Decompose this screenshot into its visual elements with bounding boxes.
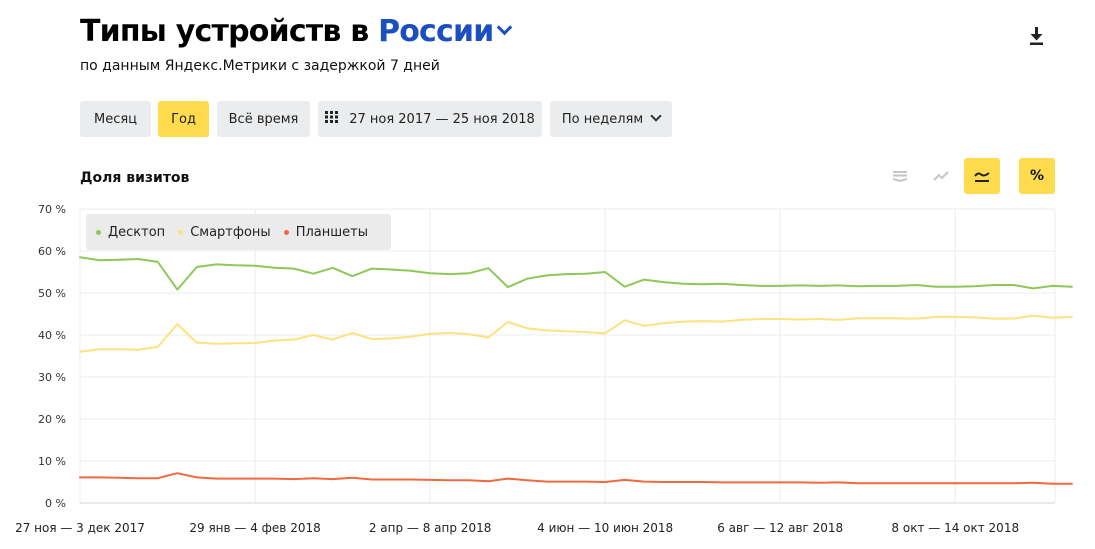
x-tick-label: 2 апр — 8 апр 2018 — [369, 521, 492, 535]
x-tick-label: 27 ноя — 3 дек 2017 — [15, 521, 145, 535]
period-month-button[interactable]: Месяц — [80, 101, 151, 137]
period-all-button[interactable]: Всё время — [217, 101, 310, 137]
legend-dot-smartphones — [178, 229, 184, 235]
chevron-down-icon — [650, 110, 662, 122]
calendar-icon — [325, 111, 339, 127]
chart-legend: Десктоп Смартфоны Планшеты — [86, 214, 391, 250]
grouping-label: По неделям — [561, 111, 644, 127]
smooth-line-icon — [974, 172, 990, 182]
y-tick-label: 40 % — [38, 329, 66, 342]
legend-dot-desktop — [96, 229, 101, 235]
x-tick-label: 8 окт — 14 окт 2018 — [891, 521, 1019, 535]
metric-label: Доля визитов — [80, 170, 190, 186]
region-selector[interactable]: России — [378, 14, 513, 49]
legend-label-desktop: Десктоп — [108, 224, 166, 240]
x-tick-label: 6 авг — 12 авг 2018 — [717, 521, 843, 535]
y-tick-label: 0 % — [45, 497, 66, 510]
stacked-area-icon — [892, 171, 908, 183]
legend-dot-tablets — [283, 229, 289, 235]
y-tick-label: 70 % — [38, 203, 66, 216]
legend-label-smartphones: Смартфоны — [190, 224, 271, 240]
percent-mode-button[interactable]: % — [1019, 158, 1055, 194]
page-subtitle: по данным Яндекс.Метрики с задержкой 7 д… — [80, 58, 440, 74]
grouping-select[interactable]: По неделям — [550, 101, 672, 137]
stacked-area-mode-button[interactable] — [882, 158, 918, 194]
legend-item-desktop[interactable]: Десктоп — [96, 225, 165, 240]
period-month-label: Месяц — [93, 111, 138, 127]
series-line-0 — [79, 256, 1073, 291]
smooth-line-mode-button[interactable] — [964, 158, 1000, 194]
legend-item-tablets[interactable]: Планшеты — [283, 224, 368, 240]
period-year-label: Год — [171, 111, 196, 127]
region-name: России — [378, 14, 494, 49]
x-tick-label: 4 июн — 10 июн 2018 — [537, 521, 673, 535]
date-range-label: 27 ноя 2017 — 25 ноя 2018 — [349, 111, 535, 127]
page-title: Типы устройств в России — [80, 14, 513, 49]
period-year-button[interactable]: Год — [158, 101, 209, 137]
period-all-label: Всё время — [228, 111, 299, 127]
download-icon[interactable] — [1027, 26, 1047, 46]
percent-icon: % — [1029, 168, 1045, 184]
line-icon — [933, 171, 949, 181]
y-tick-label: 10 % — [38, 455, 66, 468]
line-chart: 70 % 60 % 50 % 40 % 30 % 20 % 10 % 0 % 27 ноя — … — [15, 203, 1073, 535]
line-mode-button[interactable] — [923, 158, 959, 194]
series-line-2 — [79, 472, 1073, 485]
date-range-button[interactable]: 27 ноя 2017 — 25 ноя 2018 — [318, 101, 542, 137]
series-line-1 — [79, 314, 1073, 353]
x-tick-label: 29 янв — 4 фев 2018 — [189, 521, 320, 535]
chevron-down-icon — [497, 19, 513, 36]
y-tick-label: 30 % — [38, 371, 66, 384]
title-prefix: Типы устройств в — [80, 14, 369, 49]
y-tick-label: 50 % — [38, 287, 66, 300]
y-tick-label: 60 % — [38, 245, 66, 258]
y-tick-label: 20 % — [38, 413, 66, 426]
legend-label-tablets: Планшеты — [295, 224, 368, 240]
legend-item-smartphones[interactable]: Смартфоны — [178, 225, 271, 240]
